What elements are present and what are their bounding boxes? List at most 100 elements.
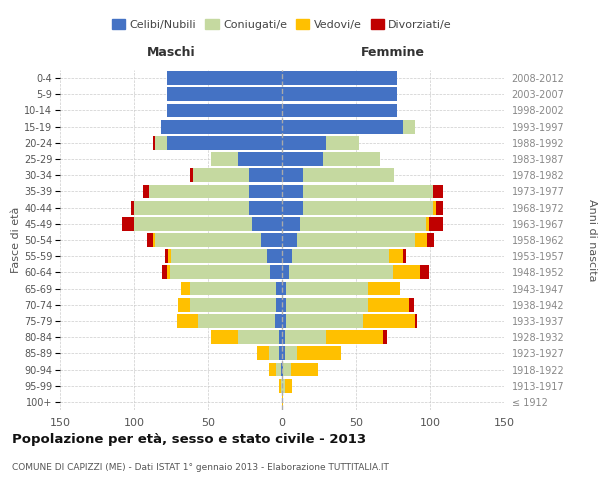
Bar bbox=[153, 136, 155, 149]
Bar bbox=[190, 168, 193, 182]
Bar bbox=[161, 120, 282, 134]
Text: Femmine: Femmine bbox=[361, 46, 425, 59]
Bar bbox=[286, 314, 364, 328]
Bar bbox=[167, 71, 282, 85]
Bar bbox=[285, 379, 292, 392]
Bar bbox=[415, 314, 416, 328]
Bar bbox=[326, 330, 383, 344]
Bar bbox=[283, 362, 291, 376]
Bar bbox=[250, 184, 282, 198]
Bar bbox=[275, 314, 282, 328]
Bar bbox=[291, 362, 317, 376]
Bar bbox=[276, 362, 281, 376]
Bar bbox=[250, 200, 282, 214]
Bar bbox=[167, 136, 282, 149]
Bar bbox=[279, 379, 281, 392]
Bar bbox=[368, 282, 400, 296]
Bar bbox=[155, 233, 261, 247]
Bar bbox=[282, 250, 292, 263]
Bar bbox=[162, 266, 167, 280]
Bar bbox=[323, 152, 380, 166]
Bar bbox=[155, 136, 167, 149]
Bar bbox=[165, 250, 168, 263]
Bar bbox=[148, 233, 153, 247]
Text: Popolazione per età, sesso e stato civile - 2013: Popolazione per età, sesso e stato civil… bbox=[12, 432, 366, 446]
Bar bbox=[292, 250, 389, 263]
Bar bbox=[181, 282, 190, 296]
Bar bbox=[149, 184, 250, 198]
Bar bbox=[253, 217, 282, 230]
Bar bbox=[282, 233, 297, 247]
Bar bbox=[131, 200, 134, 214]
Bar bbox=[425, 217, 428, 230]
Bar bbox=[282, 136, 326, 149]
Bar bbox=[238, 330, 279, 344]
Bar bbox=[282, 217, 300, 230]
Bar bbox=[286, 298, 368, 312]
Bar bbox=[285, 346, 297, 360]
Bar bbox=[282, 120, 403, 134]
Bar bbox=[403, 250, 406, 263]
Bar bbox=[190, 282, 276, 296]
Bar bbox=[276, 298, 282, 312]
Bar bbox=[250, 168, 282, 182]
Bar bbox=[393, 266, 419, 280]
Bar bbox=[303, 200, 433, 214]
Bar bbox=[282, 346, 285, 360]
Bar bbox=[282, 314, 286, 328]
Bar bbox=[282, 330, 285, 344]
Bar bbox=[415, 233, 427, 247]
Bar bbox=[282, 184, 303, 198]
Bar bbox=[122, 217, 134, 230]
Bar bbox=[269, 362, 276, 376]
Bar bbox=[282, 395, 283, 409]
Bar bbox=[281, 379, 282, 392]
Bar bbox=[197, 314, 275, 328]
Bar bbox=[269, 346, 279, 360]
Bar bbox=[177, 314, 197, 328]
Bar bbox=[297, 233, 415, 247]
Bar bbox=[427, 233, 434, 247]
Bar bbox=[276, 282, 282, 296]
Bar bbox=[267, 250, 282, 263]
Bar bbox=[383, 330, 387, 344]
Y-axis label: Fasce di età: Fasce di età bbox=[11, 207, 21, 273]
Bar bbox=[167, 88, 282, 101]
Bar bbox=[238, 152, 282, 166]
Bar bbox=[282, 200, 303, 214]
Bar bbox=[282, 282, 286, 296]
Bar bbox=[281, 362, 282, 376]
Bar bbox=[303, 168, 394, 182]
Bar bbox=[297, 346, 341, 360]
Bar bbox=[279, 346, 282, 360]
Bar bbox=[436, 200, 443, 214]
Bar bbox=[211, 152, 238, 166]
Bar bbox=[167, 104, 282, 118]
Bar bbox=[178, 298, 190, 312]
Bar bbox=[285, 330, 326, 344]
Bar bbox=[282, 362, 283, 376]
Bar bbox=[134, 200, 250, 214]
Bar bbox=[282, 88, 397, 101]
Bar bbox=[303, 184, 433, 198]
Bar bbox=[282, 152, 323, 166]
Bar bbox=[300, 217, 425, 230]
Bar bbox=[190, 298, 276, 312]
Bar bbox=[282, 71, 397, 85]
Bar bbox=[279, 330, 282, 344]
Bar bbox=[433, 200, 436, 214]
Bar bbox=[282, 379, 285, 392]
Bar bbox=[364, 314, 415, 328]
Bar bbox=[428, 217, 443, 230]
Bar bbox=[282, 266, 289, 280]
Text: Anni di nascita: Anni di nascita bbox=[587, 198, 597, 281]
Bar bbox=[403, 120, 415, 134]
Bar bbox=[326, 136, 359, 149]
Bar bbox=[389, 250, 403, 263]
Bar bbox=[257, 346, 269, 360]
Text: COMUNE DI CAPIZZI (ME) - Dati ISTAT 1° gennaio 2013 - Elaborazione TUTTITALIA.IT: COMUNE DI CAPIZZI (ME) - Dati ISTAT 1° g… bbox=[12, 462, 389, 471]
Bar bbox=[193, 168, 250, 182]
Bar bbox=[433, 184, 443, 198]
Bar bbox=[282, 298, 286, 312]
Bar bbox=[153, 233, 155, 247]
